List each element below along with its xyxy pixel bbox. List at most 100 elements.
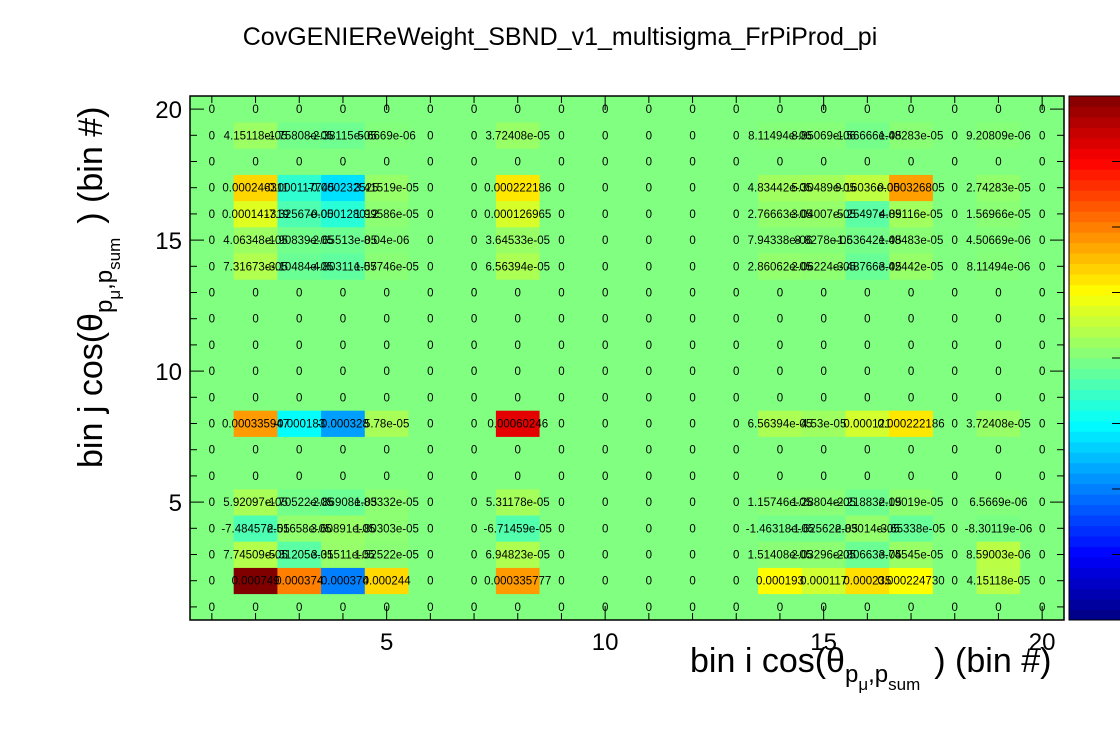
heatmap-cell <box>758 462 803 490</box>
heatmap-cell <box>1020 436 1065 464</box>
cell-value-label: 0 <box>602 602 608 614</box>
heatmap-cell <box>758 436 803 464</box>
cell-value-label: 0 <box>602 471 608 483</box>
heatmap-cell <box>364 122 409 149</box>
heatmap-cell <box>408 148 453 175</box>
cell-value-label: 0 <box>515 602 521 614</box>
heatmap-cell <box>364 227 409 254</box>
cell-value-label: -5.31205e-05 <box>265 550 333 562</box>
cell-value-label: 0 <box>689 576 695 588</box>
heatmap-cell <box>583 358 628 385</box>
heatmap-cell <box>539 384 584 411</box>
heatmap-cell <box>233 541 278 568</box>
heatmap-cell <box>233 227 278 254</box>
color-scale-step <box>1069 578 1120 589</box>
cell-value-label: 0 <box>515 392 521 404</box>
cell-value-label: 0.000193 <box>756 576 804 588</box>
cell-value-label: 1.51408e-05 <box>748 550 813 562</box>
cell-value-label: 0 <box>558 445 564 457</box>
cell-value-label: 4.53e-05 <box>801 419 846 431</box>
cell-value-label: 0 <box>908 157 914 169</box>
heatmap-cell <box>976 567 1021 595</box>
cell-value-label: 0 <box>733 183 739 195</box>
color-scale-step <box>1069 221 1120 233</box>
heatmap-cell <box>233 436 278 464</box>
heatmap-cell <box>233 279 278 306</box>
cell-value-label: 0 <box>427 288 433 300</box>
heatmap-cell <box>889 122 934 149</box>
cell-value-label: 0 <box>471 471 477 483</box>
cell-value-label: 0 <box>383 104 389 116</box>
heatmap-cell <box>801 279 846 306</box>
heatmap-cell <box>714 227 759 254</box>
cell-value-label: 0 <box>383 392 389 404</box>
cell-value-label: -1.46318e-05 <box>746 523 814 535</box>
cell-value-label: 0 <box>427 157 433 169</box>
cell-value-label: 0 <box>252 602 258 614</box>
heatmap-cell <box>845 410 890 437</box>
cell-value-label: -7.32567e-05 <box>265 209 333 221</box>
heatmap-cell <box>321 515 366 542</box>
heatmap-cell <box>1020 567 1065 595</box>
cell-value-label: 0 <box>558 209 564 221</box>
cell-value-label: 0 <box>733 497 739 509</box>
cell-value-label: 0 <box>1039 314 1045 326</box>
cell-value-label: 6.5669e-06 <box>969 497 1027 509</box>
cell-value-label: 0 <box>602 209 608 221</box>
cell-value-label: 0 <box>1039 419 1045 431</box>
heatmap-cell <box>539 515 584 542</box>
heatmap-cell <box>408 567 453 595</box>
cell-value-label: 0 <box>908 445 914 457</box>
heatmap-cell <box>845 279 890 306</box>
heatmap-cell <box>190 462 234 490</box>
heatmap-cell <box>233 410 278 437</box>
cell-value-label: 7.31673e-05 <box>223 261 288 273</box>
cell-value-label: 0 <box>777 392 783 404</box>
heatmap-cell <box>233 200 278 228</box>
heatmap-cell <box>627 436 671 464</box>
cell-value-label: -1.90839e-05 <box>265 235 333 247</box>
heatmap-cell <box>976 122 1021 149</box>
cell-value-label: 0 <box>427 235 433 247</box>
cell-value-label: 0.000246311 <box>222 183 288 195</box>
heatmap-cell <box>277 567 322 595</box>
color-scale-step <box>1069 211 1120 223</box>
heatmap-cell <box>495 305 540 333</box>
heatmap-cell <box>889 200 934 228</box>
heatmap-cell <box>408 331 453 359</box>
cell-value-label: 0 <box>558 366 564 378</box>
heatmap-cell <box>670 305 715 333</box>
cell-value-label: 0 <box>383 288 389 300</box>
heatmap-cell <box>277 279 322 306</box>
cell-value-label: 0 <box>471 550 477 562</box>
heatmap-cell <box>233 515 278 542</box>
cell-value-label: 0 <box>427 576 433 588</box>
cell-value-label: 0 <box>471 523 477 535</box>
heatmap-cell <box>932 122 977 149</box>
heatmap-cell <box>1020 515 1065 542</box>
cell-value-label: 0 <box>646 157 652 169</box>
cell-value-label: 0 <box>689 550 695 562</box>
heatmap-cell <box>321 410 366 437</box>
cell-value-label: 0 <box>864 340 870 352</box>
cell-value-label: 0.000335947 <box>222 419 289 431</box>
heatmap-cell <box>932 227 977 254</box>
cell-value-label: 0 <box>646 314 652 326</box>
cell-value-label: 0.000126965 <box>484 209 551 221</box>
cell-value-label: 0 <box>1039 130 1045 142</box>
heatmap-cell <box>845 384 890 411</box>
heatmap-cell <box>364 174 409 202</box>
cell-value-label: 0 <box>558 602 564 614</box>
cell-value-label: 0 <box>471 130 477 142</box>
heatmap-cell <box>190 279 234 306</box>
heatmap-cell <box>714 148 759 175</box>
cell-value-label: 0 <box>209 130 215 142</box>
cell-value-label: 0 <box>820 340 826 352</box>
cell-value-label: 0 <box>908 602 914 614</box>
heatmap-cell <box>758 279 803 306</box>
heatmap-cell <box>495 174 540 202</box>
cell-value-label: 8.11494e-06 <box>748 130 812 142</box>
cell-value-label: 1.56966e-05 <box>966 209 1031 221</box>
cell-value-label: 2.03296e-05 <box>791 550 856 562</box>
cell-value-label: 0 <box>471 445 477 457</box>
